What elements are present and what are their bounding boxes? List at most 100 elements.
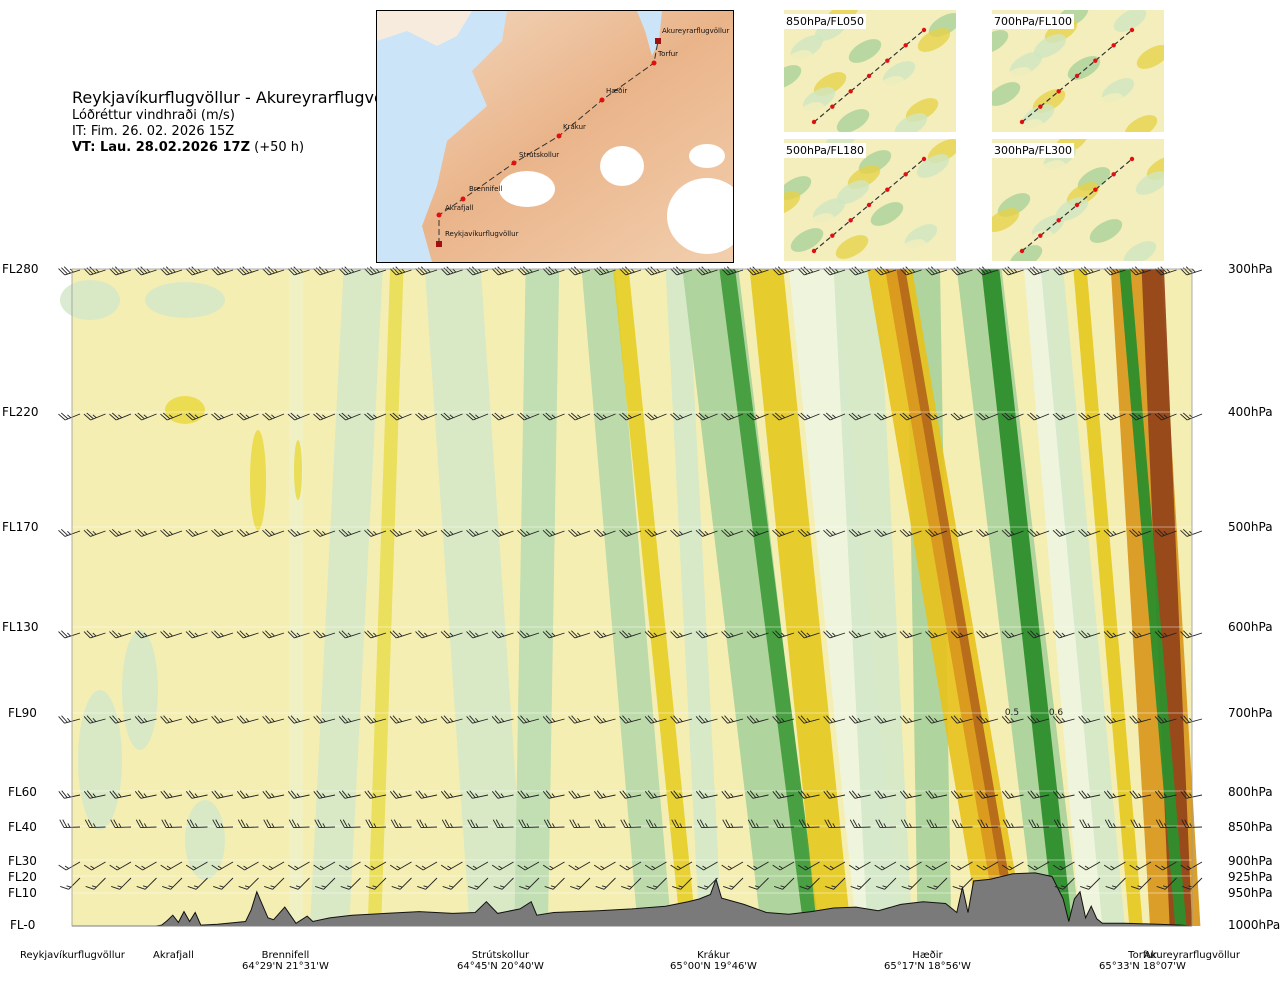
wind-barb-flag	[987, 268, 992, 273]
wind-barb	[952, 877, 973, 890]
wind-band	[833, 269, 912, 926]
wind-barb-flag	[347, 632, 352, 637]
wind-barb	[211, 715, 234, 724]
mini-map-waypoint	[903, 172, 908, 177]
wind-barb-flag	[296, 414, 301, 419]
wind-barb-flag	[398, 414, 403, 419]
wind-barb	[1131, 877, 1152, 890]
wind-blob	[60, 280, 120, 320]
wind-barb-flag	[519, 528, 528, 536]
mini-map-300[interactable]: 300hPa/FL300	[992, 139, 1164, 261]
wind-barb-flag	[1027, 864, 1036, 871]
wind-barb-flag	[143, 632, 148, 637]
x-label-name: Akrafjall	[153, 950, 194, 961]
wind-barb-flag	[466, 631, 474, 639]
wind-barb-flag	[267, 266, 275, 274]
wind-barb-flag	[571, 790, 578, 798]
mini-map-700[interactable]: 700hPa/FL100	[992, 10, 1164, 132]
wind-barb	[925, 266, 948, 276]
wind-barb-flag	[697, 886, 707, 890]
wind-blob	[145, 282, 225, 318]
wind-barb-flag	[495, 819, 501, 828]
wind-barb	[620, 819, 642, 829]
wind-barb-flag	[424, 531, 428, 535]
wind-barb-flag	[494, 715, 502, 723]
wind-barb	[466, 412, 489, 421]
wind-barb-flag	[596, 528, 604, 536]
wind-barb-flag	[273, 268, 278, 273]
wind-barb-flag	[570, 412, 579, 420]
wind-barb-flag	[395, 266, 403, 274]
mini-map-850[interactable]: 850hPa/FL050	[784, 10, 956, 132]
wind-barb-flag	[1132, 630, 1139, 638]
wind-barb-flag	[424, 414, 429, 419]
wind-barb-flag	[798, 819, 804, 828]
wind-barb	[416, 819, 438, 829]
wind-barb-flag	[188, 790, 196, 798]
wind-barb-flag	[169, 632, 173, 637]
wind-barb-flag	[809, 268, 814, 273]
wind-barb	[58, 790, 81, 799]
wind-barb-flag	[321, 885, 326, 888]
wind-barb-flag	[957, 865, 962, 869]
wind-barb-flag	[498, 865, 503, 869]
wind-barb-flag	[545, 528, 553, 536]
wind-barb-flag	[1083, 266, 1091, 274]
wind-barb-flag	[346, 885, 352, 888]
wind-barb	[313, 715, 336, 724]
wind-barb-flag	[290, 528, 298, 536]
left-tick-label: FL280	[2, 262, 39, 276]
wind-barb-flag	[239, 528, 247, 536]
wind-barb-flag	[772, 791, 779, 799]
wind-barb	[772, 412, 795, 421]
wind-barb-flag	[746, 529, 754, 537]
wind-barb-flag	[902, 790, 910, 798]
wind-barb-flag	[958, 885, 964, 888]
wind-barb-flag	[58, 791, 65, 799]
wind-barb-flag	[1082, 819, 1088, 828]
wind-barb-flag	[262, 268, 270, 276]
wind-barb-flag	[1028, 819, 1034, 828]
wind-barb-flag	[647, 412, 655, 420]
wind-barb	[593, 412, 616, 421]
wind-barb-flag	[707, 268, 712, 273]
wind-barb-flag	[517, 631, 525, 639]
wind-barb-flag	[1133, 819, 1139, 828]
waypoint-marker	[556, 133, 562, 139]
mini-map-waypoint	[1019, 248, 1025, 254]
wind-barb	[1154, 528, 1177, 537]
wind-barb-flag	[239, 790, 247, 798]
wind-barb-flag	[1053, 819, 1059, 828]
wind-barb-flag	[644, 791, 652, 799]
wind-barb	[797, 861, 820, 871]
wind-barb-flag	[774, 886, 783, 890]
wind-barb-flag	[341, 715, 349, 723]
wind-barb	[83, 528, 106, 537]
wind-barb	[1130, 819, 1152, 829]
wind-barb-flag	[750, 819, 756, 828]
wind-barb-flag	[164, 819, 170, 828]
wind-barb	[338, 630, 361, 639]
x-label-akrafjall: Akrafjall	[153, 950, 194, 961]
wind-barb	[440, 528, 463, 537]
wind-barb	[1027, 790, 1050, 799]
wind-barb-flag	[1033, 865, 1038, 869]
wind-barb-flag	[520, 715, 527, 723]
mini-map-500[interactable]: 500hPa/FL180	[784, 139, 956, 261]
wind-barb	[695, 528, 718, 537]
wind-barb	[619, 630, 642, 639]
mini-map-waypoint	[866, 202, 872, 208]
wind-barb-flag	[391, 886, 401, 890]
wind-barb-flag	[758, 268, 763, 273]
mini-map-field	[1123, 241, 1157, 261]
mini-map-500-svg	[784, 139, 956, 261]
wind-barb-flag	[856, 885, 862, 888]
wind-barb	[569, 819, 591, 829]
wind-barb-flag	[1103, 716, 1111, 724]
wind-barb-flag	[443, 790, 451, 798]
route-map[interactable]: Reykjavíkurflugvöllur Akrafjall Brennifell…	[376, 10, 734, 263]
wind-barb-flag	[163, 790, 170, 798]
wind-barb-flag	[899, 529, 907, 537]
wind-barb	[287, 412, 310, 421]
wind-barb-flag	[874, 631, 882, 639]
